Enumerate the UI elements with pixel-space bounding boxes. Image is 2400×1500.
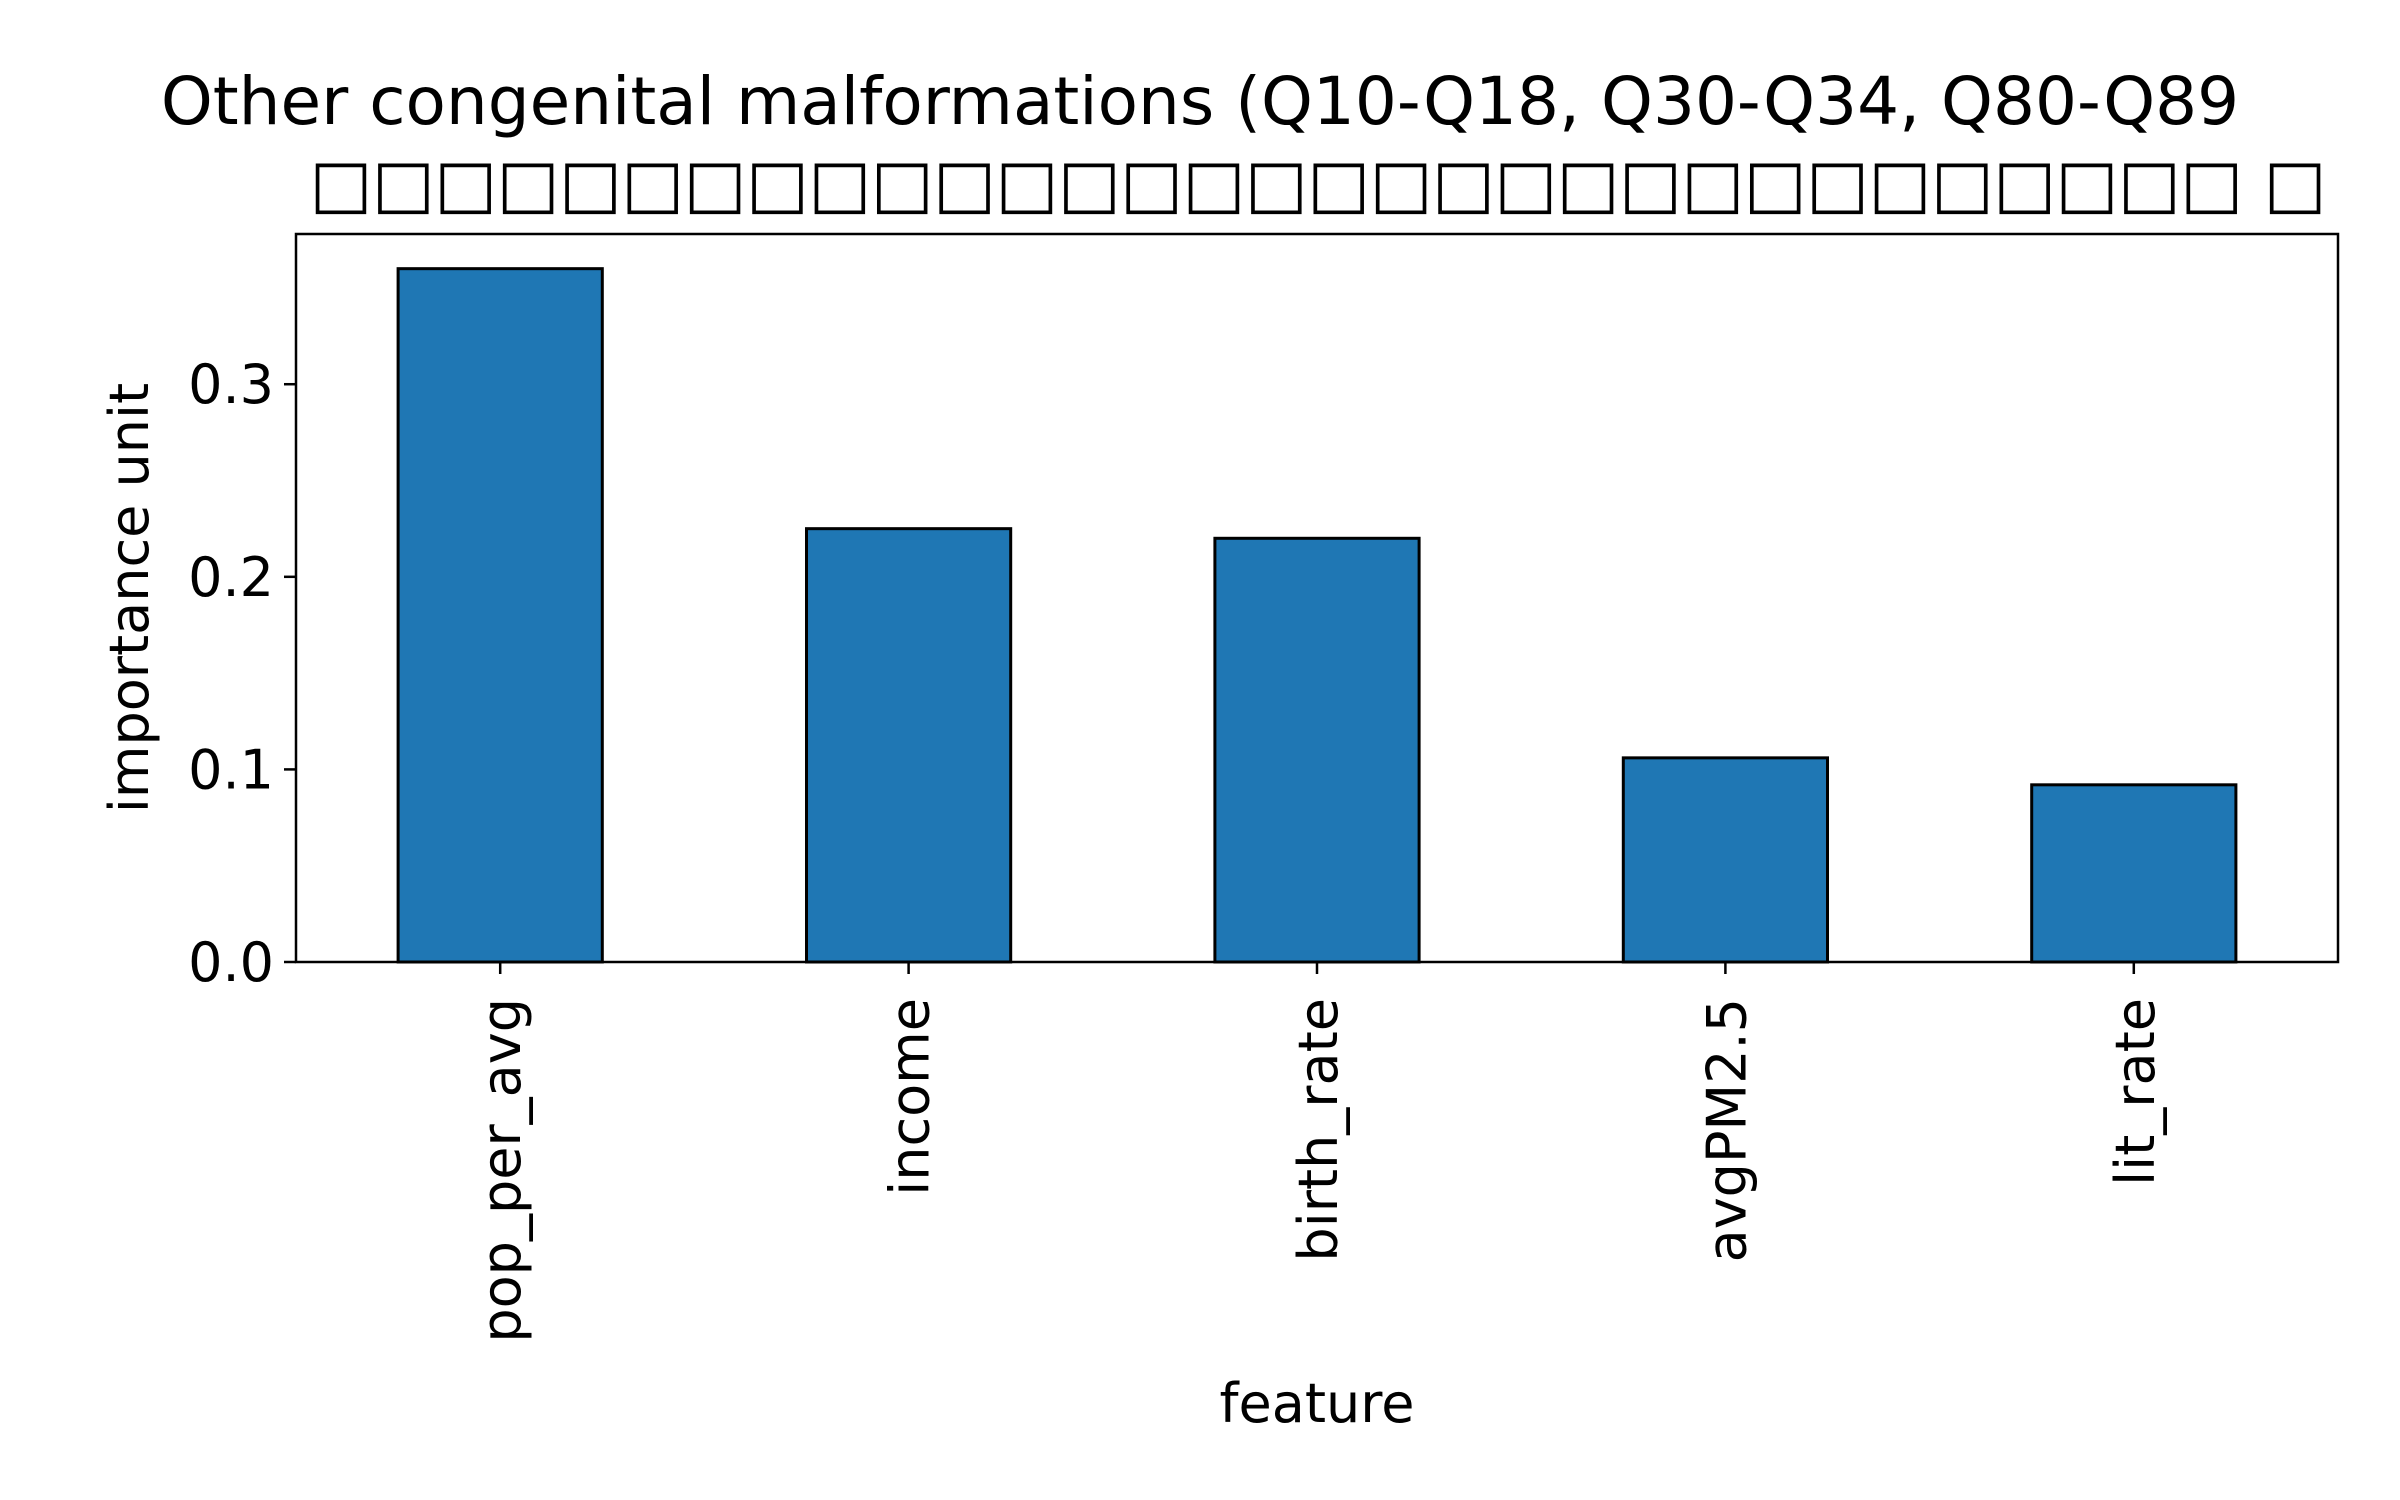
y-axis-ticks: 0.0 0.1 0.2 0.3: [188, 353, 296, 994]
axes-frame: [294, 232, 2340, 964]
y-tick-label: 0.3: [188, 353, 274, 416]
y-tick-label: 0.2: [188, 546, 274, 609]
bar-pop_per_avg: [396, 267, 604, 964]
x-tick-label: pop_per_avg: [470, 998, 533, 1343]
bar-income: [805, 527, 1013, 964]
x-tick-label: birth_rate: [1287, 998, 1350, 1262]
chart-subtitle: □□□□□□□□□□□□□□□□□□□□□□□□□□□□□□□ □: [310, 145, 2326, 222]
bar-avgPM2.5: [1621, 756, 1830, 964]
bar-lit_rate: [2030, 783, 2238, 964]
plot-area: pop_per_avg income birth_rate avgPM2.5 lit_r…: [188, 232, 2340, 1343]
x-tick-label: income: [879, 998, 942, 1196]
x-axis-label: feature: [1220, 1372, 1415, 1435]
bar-series: [396, 267, 2238, 964]
x-axis-ticks: pop_per_avg income birth_rate avgPM2.5 lit_r…: [470, 962, 2167, 1343]
y-tick-label: 0.0: [188, 931, 274, 994]
bar-birth_rate: [1213, 536, 1421, 964]
x-tick-label: lit_rate: [2104, 998, 2167, 1186]
y-axis-label: importance unit: [98, 383, 161, 813]
chart-title: Other congenital malformations (Q10-Q18,…: [161, 63, 2239, 140]
y-tick-label: 0.1: [188, 738, 274, 801]
x-tick-label: avgPM2.5: [1695, 998, 1758, 1262]
